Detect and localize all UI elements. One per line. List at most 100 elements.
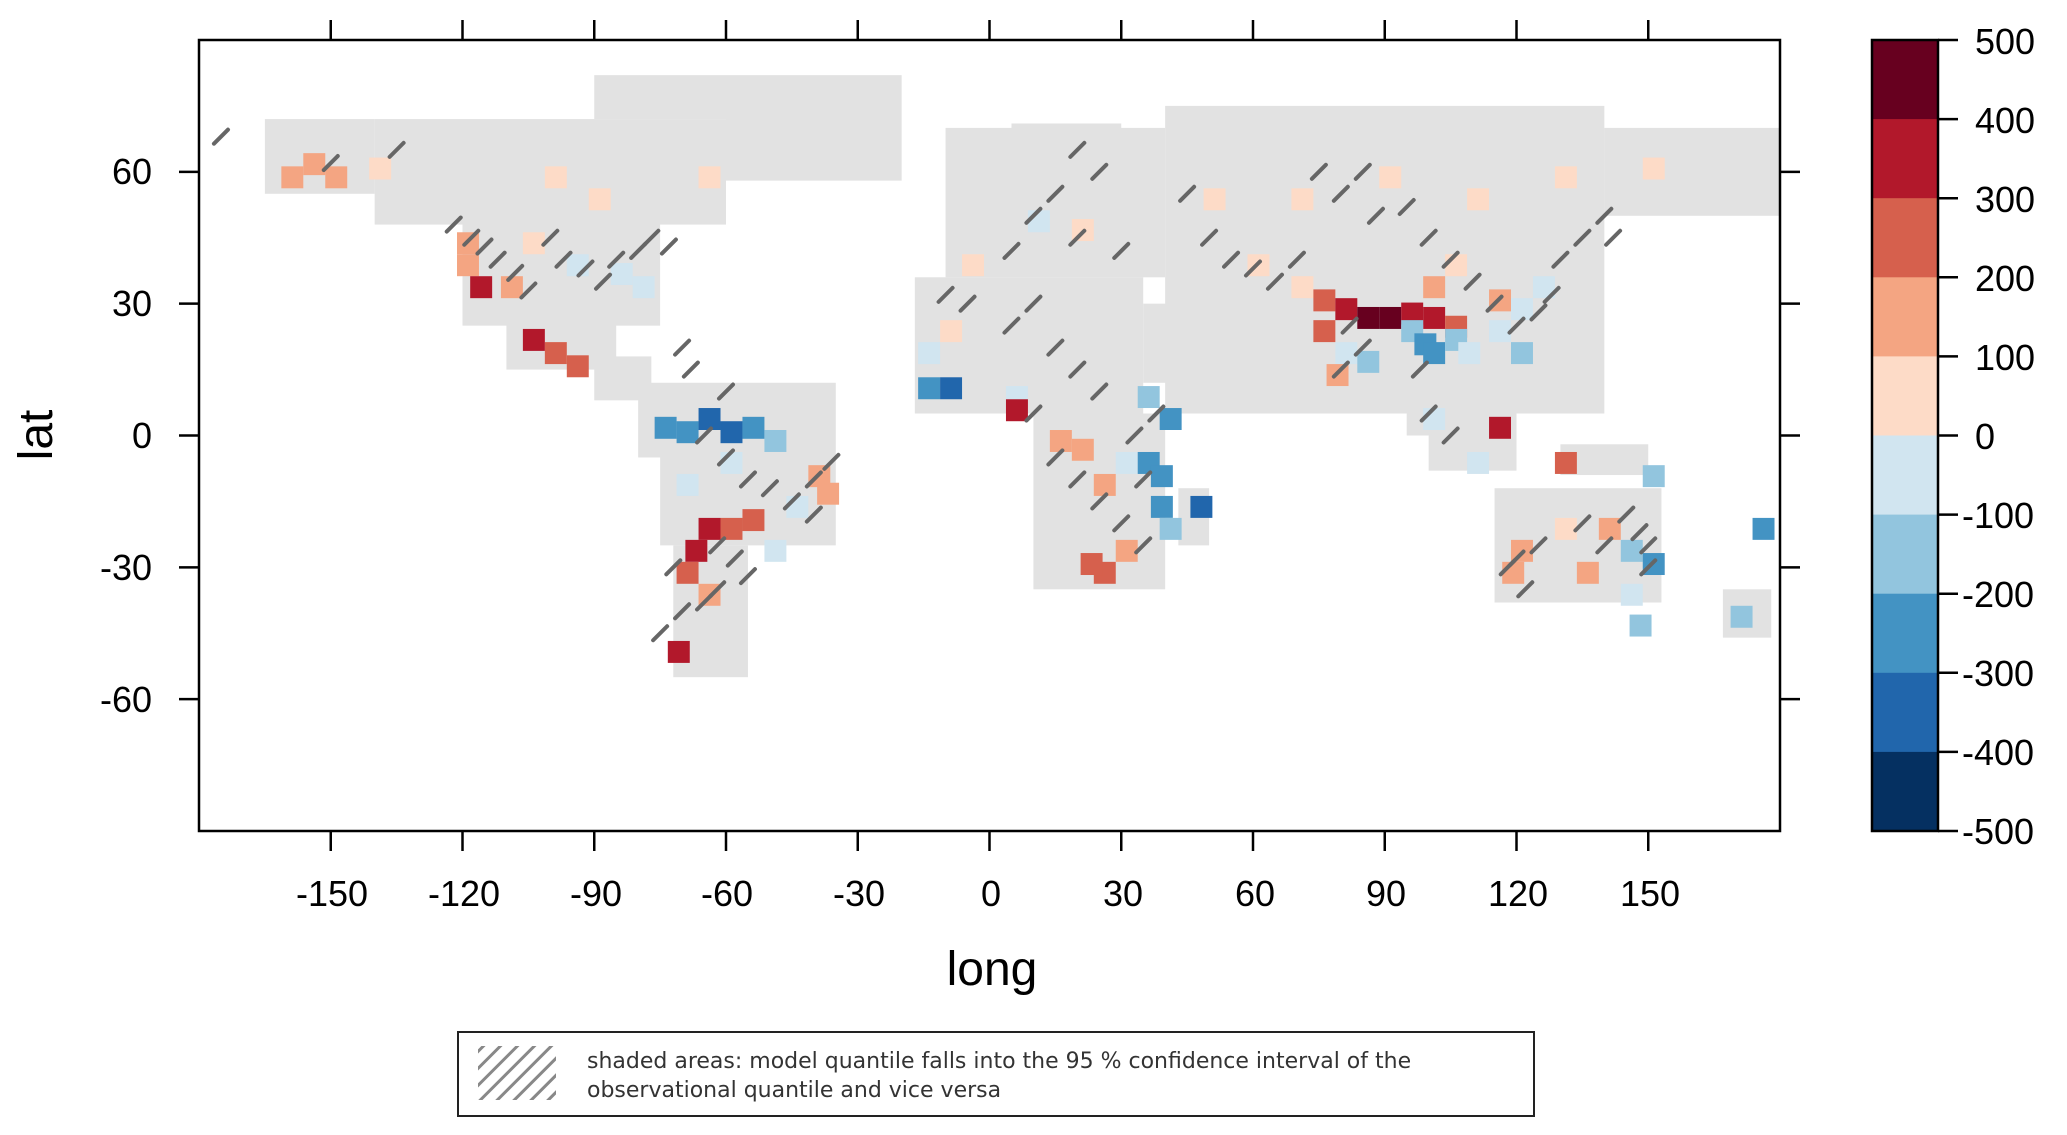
data-cell xyxy=(1502,561,1525,584)
hatch-mark xyxy=(1463,272,1482,291)
data-cell xyxy=(1423,408,1446,430)
colorbar-swatches xyxy=(1872,40,1938,832)
hatch-mark xyxy=(1112,241,1131,260)
colorbar-label: -200 xyxy=(1962,574,2034,615)
hatch-mark xyxy=(321,154,340,173)
colorbar-label: 500 xyxy=(1975,21,2035,62)
colorbar-swatch xyxy=(1872,356,1938,436)
hatch-mark xyxy=(1639,536,1658,555)
hatch-mark xyxy=(673,602,692,621)
data-cell xyxy=(698,166,721,189)
hatch-mark xyxy=(1002,316,1021,335)
hatch-mark xyxy=(717,382,735,401)
colorbar-labels: 500 400 300 200 100 0 -100 -200 -300 -40… xyxy=(1962,21,2035,852)
hatch-mark xyxy=(695,593,714,612)
hatch-mark xyxy=(1617,505,1636,524)
data-cell xyxy=(544,166,567,189)
data-cell xyxy=(720,517,743,540)
hatch-mark xyxy=(725,549,744,568)
x-tick-label: 0 xyxy=(981,873,1001,914)
colorbar-label: -400 xyxy=(1962,732,2034,773)
data-cell xyxy=(940,320,963,343)
data-cell xyxy=(1511,342,1533,365)
hatch-mark xyxy=(1353,162,1372,181)
hatch-mark xyxy=(1441,426,1460,445)
hatch-mark xyxy=(1573,228,1592,247)
hatch-mark xyxy=(506,263,525,282)
colorbar-label: 100 xyxy=(1975,337,2035,378)
y-axis-tick-labels: 60 30 0 -30 -60 xyxy=(100,151,152,720)
data-cell xyxy=(1458,342,1481,365)
data-cell xyxy=(1752,517,1775,540)
data-cell xyxy=(1620,539,1643,562)
colorbar-swatch xyxy=(1872,751,1938,832)
hatch-mark xyxy=(822,452,841,471)
data-cell xyxy=(742,416,765,439)
data-cell xyxy=(742,509,765,532)
hatch-mark xyxy=(1419,404,1438,423)
data-cell xyxy=(1291,188,1314,211)
axis-ticks xyxy=(179,20,1800,851)
hatch-mark xyxy=(1134,536,1153,555)
data-cell xyxy=(1291,276,1314,299)
data-cell xyxy=(1150,495,1173,518)
hatch-mark xyxy=(1024,294,1043,313)
data-cell xyxy=(720,451,743,474)
data-cell xyxy=(588,188,611,211)
data-cell xyxy=(632,276,655,299)
x-tick-label: 30 xyxy=(1103,873,1143,914)
data-cell xyxy=(1357,306,1380,329)
hatch-mark xyxy=(1265,272,1284,291)
hatch-mark xyxy=(1542,285,1561,304)
hatch-mark xyxy=(1024,206,1043,225)
hatch-mark xyxy=(717,448,735,467)
y-tick-label: 30 xyxy=(112,283,152,324)
hatch-mark xyxy=(1604,228,1623,247)
data-cell xyxy=(369,157,392,180)
x-axis-tick-labels: -150 -120 -90 -60 -30 0 30 60 90 120 150 xyxy=(296,873,1680,914)
data-cell xyxy=(698,408,721,430)
data-cell xyxy=(1423,306,1446,329)
data-cell xyxy=(522,232,545,255)
land-region xyxy=(594,75,726,120)
hatch-mark xyxy=(629,241,648,260)
hatch-mark xyxy=(541,228,560,247)
data-cell xyxy=(1203,188,1226,211)
hatch-mark xyxy=(576,259,595,278)
hatch-legend-text-line1: shaded areas: model quantile falls into … xyxy=(587,1049,1411,1074)
data-cell xyxy=(544,342,567,365)
y-tick-label: -30 xyxy=(100,547,152,588)
hatch-mark xyxy=(1134,470,1153,489)
hatch-mark xyxy=(1529,303,1548,322)
colorbar-label: -100 xyxy=(1962,495,2034,536)
hatch-mark xyxy=(936,285,955,304)
colorbar-swatch xyxy=(1872,672,1938,753)
hatch-mark xyxy=(760,479,779,498)
data-cell xyxy=(1401,302,1424,325)
colorbar-swatch xyxy=(1872,277,1938,357)
data-cell xyxy=(1629,614,1652,637)
hatch-mark xyxy=(594,272,613,291)
hatch-mark xyxy=(958,294,977,313)
data-cell xyxy=(1511,298,1533,321)
y-tick-label: 0 xyxy=(132,415,152,456)
hatch-mark xyxy=(1046,338,1065,357)
data-cell xyxy=(610,263,633,285)
data-cell xyxy=(918,377,941,400)
x-tick-label: 150 xyxy=(1620,873,1680,914)
colorbar-swatch xyxy=(1872,514,1938,595)
hatch-mark xyxy=(1068,470,1087,489)
data-cell xyxy=(698,517,721,540)
hatch-mark xyxy=(1639,558,1658,577)
hatch-mark xyxy=(387,140,406,159)
hatch-mark xyxy=(738,567,757,586)
data-cell xyxy=(1159,408,1182,430)
hatch-mark xyxy=(1068,360,1087,379)
data-cell xyxy=(1379,306,1402,329)
land-region xyxy=(726,75,902,181)
hatch-mark xyxy=(1244,259,1262,278)
hatch-mark xyxy=(1516,580,1535,599)
hatch-mark xyxy=(1419,228,1438,247)
data-cell xyxy=(1554,451,1577,474)
